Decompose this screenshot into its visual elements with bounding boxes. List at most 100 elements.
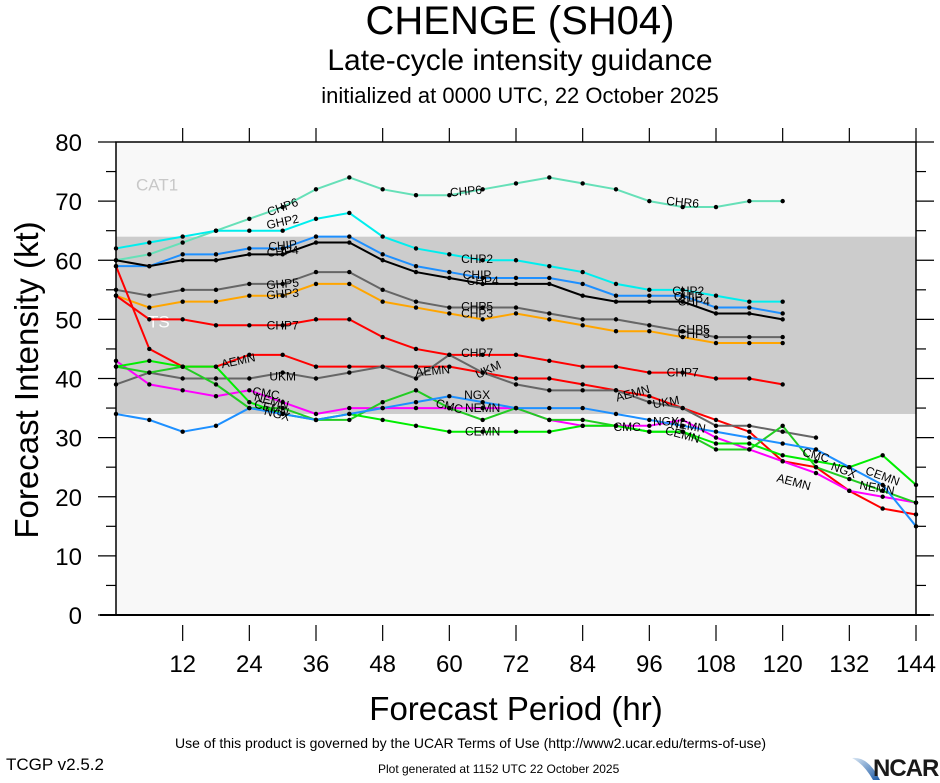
series-label: CHP4: [467, 274, 499, 288]
series-label: UKM: [269, 370, 296, 384]
series-label: CHR6: [666, 194, 700, 211]
data-point-ukm: [813, 435, 819, 440]
data-point-ukm: [247, 376, 252, 381]
data-point-chp7: [313, 317, 319, 322]
data-point-chp2: [447, 252, 452, 257]
data-point-cemn: [580, 423, 585, 428]
data-point-ngx: [480, 399, 485, 405]
data-point-ukm: [747, 423, 752, 428]
series-label: CHP7: [461, 346, 493, 360]
data-point-ukm: [647, 399, 652, 405]
data-point-chp7: [213, 323, 219, 328]
data-point-chip: [247, 246, 252, 251]
series-label: CHIP: [674, 289, 703, 303]
data-point-cemn: [713, 441, 719, 446]
data-point-chp2: [747, 299, 752, 304]
data-point-ukm: [680, 405, 685, 411]
data-point-chp5: [147, 293, 152, 298]
y-tick-label: 30: [55, 426, 82, 453]
data-point-chp4: [580, 293, 585, 298]
data-point-chp7: [613, 364, 619, 369]
data-point-chp4: [547, 281, 552, 287]
data-point-ngx: [613, 411, 619, 417]
series-label: CMC: [801, 445, 831, 466]
data-point-chp2: [713, 293, 719, 298]
series-label: NEMN: [465, 401, 500, 415]
data-point-chp3: [580, 323, 585, 328]
data-point-chp6: [647, 198, 652, 204]
data-point-cemn: [547, 429, 552, 434]
data-point-chp2: [613, 281, 619, 287]
data-point-nemn: [413, 388, 419, 393]
data-point-chp4: [213, 258, 219, 263]
data-point-chp4: [447, 275, 452, 281]
data-point-chp4: [780, 317, 785, 322]
data-point-cemn: [413, 423, 419, 428]
data-point-chp3: [313, 281, 319, 287]
data-point-chp5: [547, 311, 552, 316]
data-point-chp7: [480, 352, 485, 358]
series-label: GHP2: [265, 212, 300, 233]
data-point-aemn: [513, 376, 519, 381]
data-point-aemn: [313, 364, 319, 369]
data-point-chp4: [680, 299, 685, 304]
data-point-chp4: [480, 281, 485, 287]
data-point-cemn: [213, 364, 219, 369]
data-point-cmc: [647, 423, 652, 428]
data-point-chip: [647, 293, 652, 298]
data-point-chp2: [680, 287, 685, 293]
data-point-chp2: [180, 234, 185, 239]
chart-subtitle: Late-cycle intensity guidance: [327, 44, 713, 77]
data-point-chip: [747, 305, 752, 310]
data-point-ngx: [713, 429, 719, 434]
data-point-cmc: [413, 405, 419, 411]
data-point-chp7: [647, 370, 652, 375]
data-point-nemn: [747, 447, 752, 452]
data-point-chp5: [513, 305, 519, 310]
data-point-chp3: [447, 311, 452, 316]
ncar-logo: NCAR: [873, 755, 939, 782]
series-label: GHP5: [266, 275, 300, 292]
series-label: CHP7: [267, 318, 299, 332]
data-point-ngx: [347, 411, 352, 417]
series-label: AEMN: [415, 362, 451, 379]
y-axis-label: Forecast Intensity (kt): [8, 221, 45, 538]
series-line-ukm: [115, 353, 817, 439]
data-point-chp6: [580, 181, 585, 186]
x-tick-label: 60: [436, 651, 463, 678]
data-point-cmc: [313, 411, 319, 417]
data-point-chp2: [313, 216, 319, 222]
data-point-cemn: [380, 417, 385, 423]
data-point-chp5: [647, 323, 652, 328]
data-point-chp2: [247, 228, 252, 233]
data-point-aemn: [647, 394, 652, 399]
data-point-nemn: [380, 399, 385, 405]
data-point-chp5: [613, 317, 619, 322]
data-point-chp6: [447, 193, 452, 198]
data-point-nemn: [780, 423, 785, 428]
data-point-chp3: [347, 281, 352, 287]
x-tick-label: 84: [569, 651, 596, 678]
x-tick-label: 72: [503, 651, 530, 678]
data-point-chp6: [280, 204, 285, 210]
data-point-cemn: [247, 399, 252, 405]
data-point-chp7: [580, 364, 585, 369]
data-point-chp6: [413, 193, 419, 198]
series-label: NGX: [263, 404, 292, 424]
data-point-chip: [380, 252, 385, 257]
data-point-ngx: [313, 417, 319, 423]
data-point-nemn: [580, 417, 585, 423]
data-point-ukm: [713, 423, 719, 428]
data-point-ukm: [580, 388, 585, 393]
data-point-ukm: [347, 370, 352, 375]
data-point-chp2: [580, 269, 585, 275]
x-axis-label: Forecast Period (hr): [369, 690, 662, 727]
data-point-chip: [413, 263, 419, 269]
data-point-aemn: [347, 364, 352, 369]
data-point-nemn: [880, 488, 885, 494]
data-point-ukm: [547, 388, 552, 393]
data-point-chp5: [213, 287, 219, 293]
data-point-cemn: [447, 429, 452, 434]
data-point-ngx: [513, 405, 519, 411]
series-label: CHP5: [678, 322, 710, 336]
